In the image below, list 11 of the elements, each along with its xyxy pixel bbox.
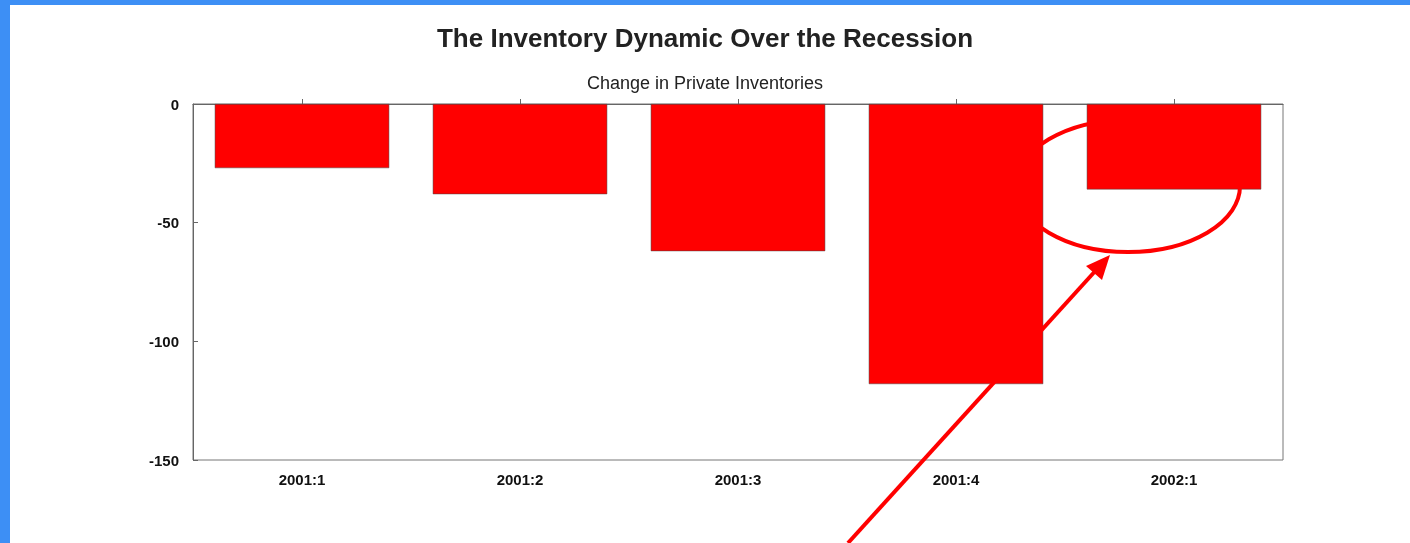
chart-subtitle: Change in Private Inventories <box>586 73 824 93</box>
x-tick-label: 2001:1 <box>278 471 326 488</box>
x-tick-label: 2002:1 <box>1150 471 1198 488</box>
x-tick-label: 2001:4 <box>932 471 980 488</box>
y-tick-label: -150 <box>148 451 179 469</box>
x-tick-label: 2001:2 <box>496 471 544 488</box>
y-tick-label: 0 <box>170 95 179 113</box>
y-tick-label: -50 <box>157 214 179 232</box>
x-tick-label: 2001:3 <box>714 471 762 488</box>
y-tick-label: -100 <box>148 332 179 350</box>
chart-title: The Inventory Dynamic Over the Recession <box>436 23 974 53</box>
